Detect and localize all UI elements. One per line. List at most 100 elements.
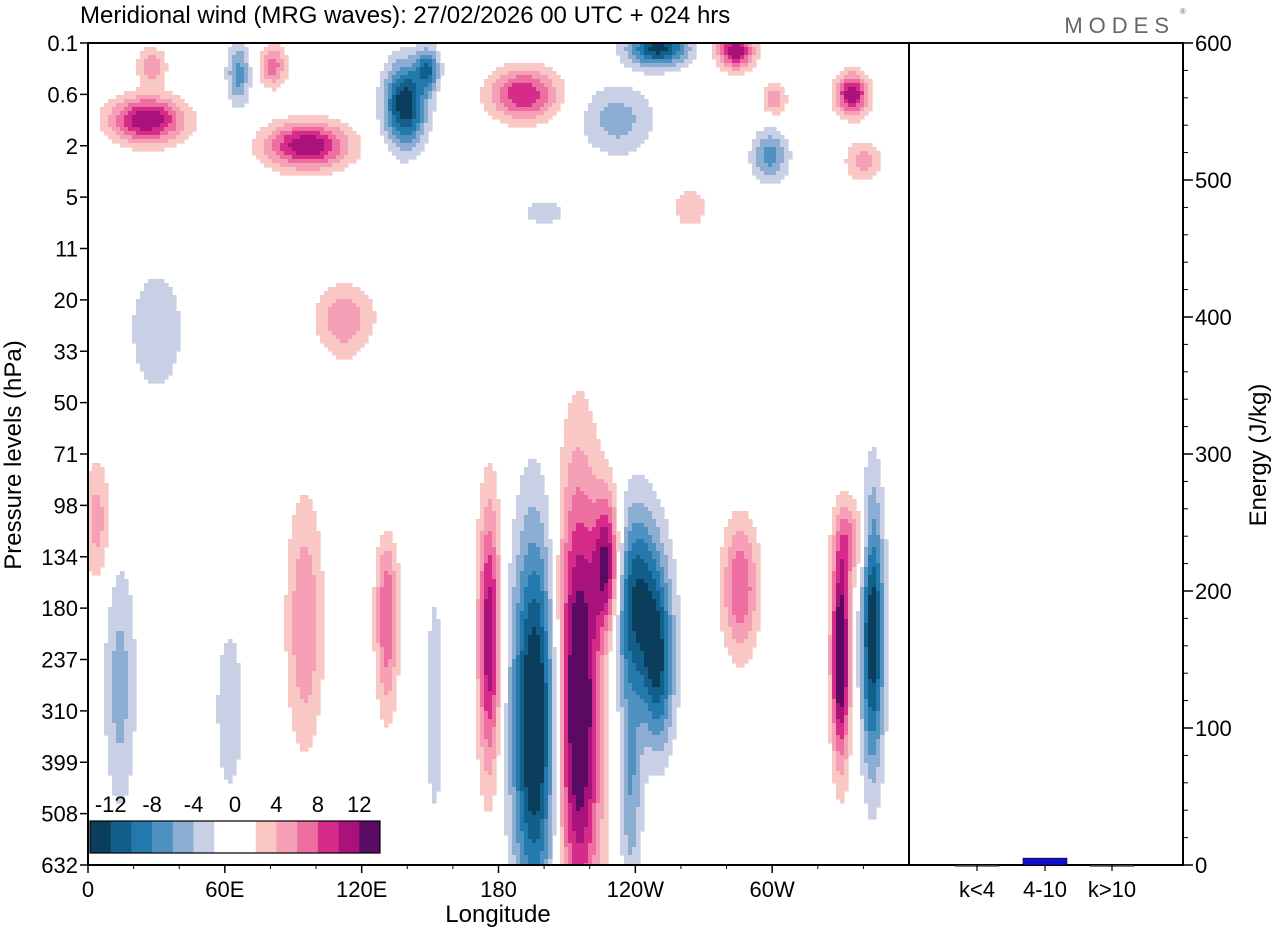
heatmap-cell	[628, 579, 637, 584]
heatmap-cell	[728, 619, 737, 624]
heatmap-cell	[864, 91, 869, 96]
heatmap-cell	[548, 667, 553, 672]
heatmap-cell	[560, 747, 565, 752]
heatmap-cell	[516, 771, 521, 776]
heatmap-cell	[488, 587, 493, 592]
heatmap-cell	[604, 783, 609, 788]
heatmap-cell	[876, 779, 885, 784]
heatmap-cell	[236, 83, 241, 88]
heatmap-cell	[592, 743, 597, 748]
heatmap-cell	[384, 659, 389, 664]
heatmap-cell	[832, 619, 837, 624]
heatmap-cell	[292, 139, 325, 144]
heatmap-cell	[828, 607, 833, 612]
heatmap-cell	[864, 483, 881, 488]
heatmap-cell	[128, 659, 137, 664]
heatmap-cell	[560, 835, 565, 840]
heatmap-cell	[652, 731, 661, 736]
heatmap-cell	[496, 619, 501, 624]
y-tick-label: 98	[54, 493, 78, 518]
heatmap-cell	[848, 547, 853, 552]
heatmap-cell	[480, 595, 485, 600]
heatmap-cell	[864, 575, 869, 580]
heatmap-cell	[872, 551, 877, 556]
heatmap-cell	[628, 647, 641, 652]
heatmap-cell	[420, 127, 425, 132]
heatmap-cell	[516, 739, 521, 744]
heatmap-cell	[548, 735, 553, 740]
heatmap-cell	[496, 531, 501, 536]
heatmap-cell	[380, 703, 397, 708]
heatmap-cell	[172, 107, 181, 112]
heatmap-cell	[508, 751, 513, 756]
heatmap-cell	[628, 675, 645, 680]
heatmap-cell	[520, 615, 529, 620]
heatmap-cell	[428, 691, 441, 696]
heatmap-cell	[832, 627, 837, 632]
heatmap-cell	[624, 555, 629, 560]
heatmap-cell	[548, 95, 557, 100]
heatmap-cell	[864, 663, 869, 668]
heatmap-cell	[608, 527, 613, 532]
heatmap-cell	[624, 635, 629, 640]
heatmap-cell	[476, 615, 481, 620]
heatmap-cell	[480, 559, 485, 564]
heatmap-cell	[228, 63, 233, 68]
heatmap-cell	[400, 47, 425, 52]
heatmap-cell	[628, 767, 637, 772]
heatmap-cell	[492, 503, 501, 508]
heatmap-cell	[872, 487, 877, 492]
heatmap-cell	[296, 683, 313, 688]
heatmap-cell	[600, 119, 637, 124]
heatmap-cell	[512, 711, 517, 716]
heatmap-cell	[628, 507, 649, 512]
heatmap-cell	[560, 591, 565, 596]
heatmap-cell	[132, 315, 181, 320]
heatmap-cell	[520, 791, 525, 796]
heatmap-cell	[348, 147, 361, 152]
heatmap-cell	[504, 83, 513, 88]
heatmap-cell	[480, 567, 485, 572]
heatmap-cell	[484, 603, 493, 608]
heatmap-cell	[728, 647, 753, 652]
heatmap-cell	[544, 595, 549, 600]
heatmap-cell	[284, 139, 293, 144]
heatmap-cell	[484, 615, 493, 620]
heatmap-cell	[232, 75, 237, 80]
heatmap-cell	[492, 671, 497, 676]
heatmap-cell	[508, 635, 513, 640]
heatmap-cell	[548, 567, 553, 572]
heatmap-cell	[584, 803, 589, 808]
heatmap-cell	[628, 667, 637, 672]
heatmap-cell	[548, 823, 553, 828]
heatmap-cell	[476, 699, 481, 704]
heatmap-cell	[520, 535, 545, 540]
heatmap-cell	[564, 439, 601, 444]
heatmap-cell	[476, 591, 481, 596]
heatmap-cell	[864, 95, 869, 100]
heatmap-cell	[284, 631, 293, 636]
heatmap-cell	[128, 103, 169, 108]
heatmap-cell	[880, 615, 885, 620]
heatmap-cell	[568, 623, 573, 628]
heatmap-cell	[836, 707, 845, 712]
heatmap-cell	[296, 667, 317, 672]
heatmap-cell	[624, 507, 629, 512]
heatmap-cell	[876, 703, 881, 708]
heatmap-cell	[516, 567, 525, 572]
heatmap-cell	[628, 539, 637, 544]
heatmap-cell	[496, 715, 501, 720]
heatmap-cell	[424, 127, 433, 132]
heatmap-cell	[596, 687, 601, 692]
heatmap-cell	[624, 799, 641, 804]
heatmap-cell	[844, 715, 849, 720]
heatmap-cell	[832, 623, 837, 628]
heatmap-cell	[844, 643, 849, 648]
heatmap-cell	[836, 663, 845, 668]
heatmap-cell	[884, 687, 889, 692]
heatmap-cell	[840, 751, 845, 756]
heatmap-cell	[856, 155, 873, 160]
heatmap-cell	[616, 679, 621, 684]
heatmap-cell	[528, 787, 541, 792]
heatmap-cell	[568, 791, 573, 796]
